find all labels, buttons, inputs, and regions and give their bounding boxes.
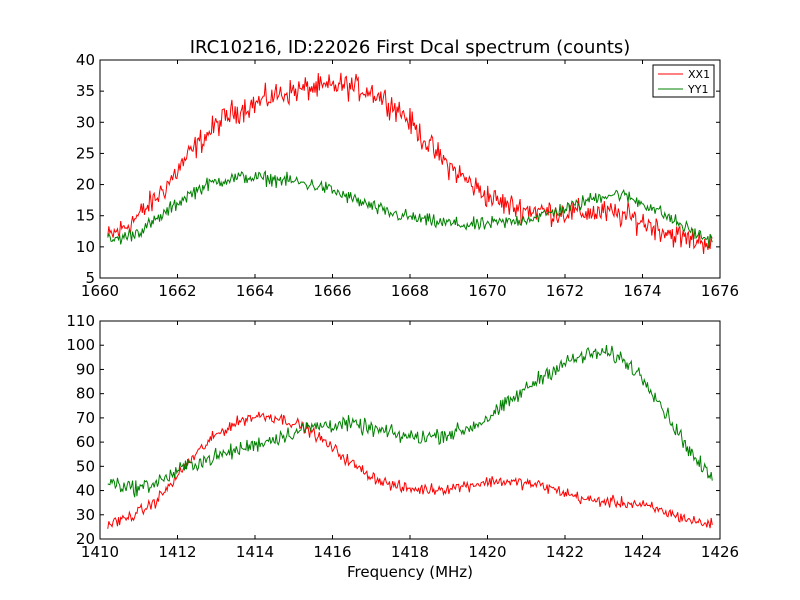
x-tick-label-top: 1666: [313, 282, 351, 300]
y-tick-label-top: 15: [76, 207, 95, 225]
x-tick-label-bottom: 1414: [236, 543, 274, 561]
x-tick-label-bottom: 1410: [81, 543, 119, 561]
x-tick-label-top: 1670: [468, 282, 506, 300]
series-line-xx1-bottom: [107, 411, 713, 529]
x-tick-label-top: 1664: [236, 282, 274, 300]
y-tick-label-top: 10: [76, 238, 95, 256]
y-tick-label-top: 5: [85, 269, 95, 287]
x-tick-label-top: 1662: [158, 282, 196, 300]
x-tick-label-bottom: 1416: [313, 543, 351, 561]
y-tick-label-bottom: 20: [76, 530, 95, 548]
y-tick-label-bottom: 80: [76, 385, 95, 403]
x-tick-label-top: 1676: [701, 282, 739, 300]
x-axis-label: Frequency (MHz): [347, 563, 473, 581]
legend-label-xx1: XX1: [688, 68, 710, 81]
y-tick-label-top: 20: [76, 176, 95, 194]
x-tick-label-top: 1672: [546, 282, 584, 300]
y-tick-label-bottom: 70: [76, 409, 95, 427]
x-tick-label-bottom: 1426: [701, 543, 739, 561]
plot-area-bottom: [107, 345, 713, 529]
y-tick-label-top: 35: [76, 82, 95, 100]
x-tick-label-bottom: 1422: [546, 543, 584, 561]
series-line-yy1-top: [107, 169, 713, 249]
x-tick-label-bottom: 1418: [391, 543, 429, 561]
x-tick-label-bottom: 1424: [623, 543, 661, 561]
x-tick-label-top: 1674: [623, 282, 661, 300]
y-tick-label-top: 30: [76, 113, 95, 131]
series-line-yy1-bottom: [107, 345, 713, 498]
x-tick-label-top: 1668: [391, 282, 429, 300]
plot-area-top: [107, 72, 713, 254]
y-tick-label-bottom: 60: [76, 433, 95, 451]
y-tick-label-bottom: 110: [66, 312, 95, 330]
y-tick-label-bottom: 30: [76, 506, 95, 524]
panel-bottom: 1410 1412 1414 1416 1418 1420 1422 1424 1426 20 30…: [66, 312, 739, 561]
axes-frame-top: [99, 59, 721, 279]
legend-label-yy1: YY1: [687, 83, 708, 96]
x-tick-label-bottom: 1420: [468, 543, 506, 561]
y-tick-label-bottom: 40: [76, 482, 95, 500]
x-tick-label-top: 1660: [81, 282, 119, 300]
figure-title: IRC10216, ID:22026 First Dcal spectrum (…: [190, 37, 631, 58]
y-tick-label-top: 25: [76, 144, 95, 162]
x-tick-label-bottom: 1412: [158, 543, 196, 561]
y-tick-label-bottom: 50: [76, 457, 95, 475]
y-tick-label-bottom: 90: [76, 360, 95, 378]
panel-top: 1660 1662 1664 1666 1668 1670 1672 1674 1676 5 10 1…: [76, 51, 739, 300]
legend-box: [652, 64, 715, 98]
series-line-xx1-top: [107, 72, 713, 254]
y-tick-label-bottom: 100: [66, 336, 95, 354]
y-tick-label-top: 40: [76, 51, 95, 69]
